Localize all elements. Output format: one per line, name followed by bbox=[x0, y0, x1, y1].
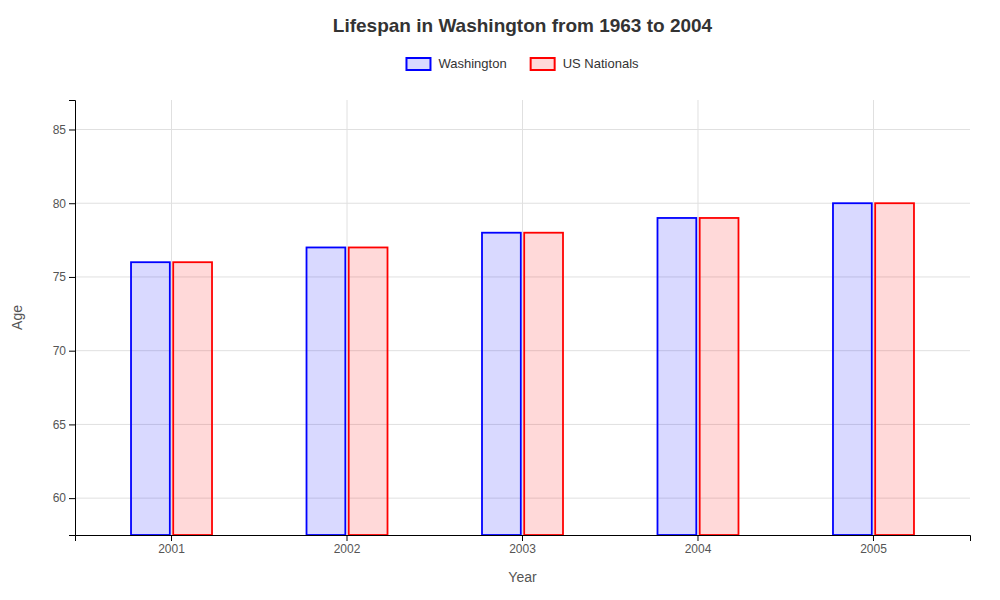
tick-mark bbox=[347, 535, 348, 541]
tick-label: 80 bbox=[53, 197, 67, 211]
legend-label: Washington bbox=[438, 56, 506, 71]
legend: Washington US Nationals bbox=[406, 56, 639, 71]
tick: 80 bbox=[53, 197, 75, 211]
legend-label: US Nationals bbox=[563, 56, 639, 71]
tick-mark bbox=[69, 351, 75, 352]
tick-label: 60 bbox=[53, 491, 67, 505]
grid-line bbox=[873, 100, 874, 535]
tick-mark bbox=[69, 129, 75, 130]
tick-label: 2005 bbox=[860, 542, 887, 556]
legend-item: Washington bbox=[406, 56, 506, 71]
bar bbox=[875, 203, 914, 535]
tick-label: 2002 bbox=[334, 542, 361, 556]
grid-line bbox=[347, 100, 348, 535]
chart-title: Lifespan in Washington from 1963 to 2004 bbox=[333, 15, 713, 36]
tick: 2005 bbox=[860, 535, 887, 556]
axis-line bbox=[76, 536, 971, 542]
bar bbox=[657, 218, 696, 535]
tick-mark bbox=[69, 277, 75, 278]
bar bbox=[524, 233, 563, 535]
series bbox=[173, 203, 914, 535]
grid-line bbox=[171, 100, 172, 535]
bar bbox=[833, 203, 872, 535]
series bbox=[131, 203, 872, 535]
bar bbox=[349, 247, 388, 535]
tick-label: 2001 bbox=[158, 542, 185, 556]
bar bbox=[131, 262, 170, 535]
legend-swatch bbox=[531, 58, 555, 70]
tick: 60 bbox=[53, 491, 75, 505]
tick: 70 bbox=[53, 344, 75, 358]
tick-mark bbox=[69, 498, 75, 499]
plot: 60 65 70 75 80 85 2001 2002 2003 2004 2005 bbox=[53, 100, 971, 556]
tick-mark bbox=[522, 535, 523, 541]
chart-container: 60 65 70 75 80 85 2001 2002 2003 2004 2005 Year Age L… bbox=[0, 0, 1000, 600]
tick-mark bbox=[697, 535, 698, 541]
y-axis: 60 65 70 75 80 85 bbox=[53, 101, 76, 536]
bar bbox=[700, 218, 739, 535]
tick-label: 65 bbox=[53, 418, 67, 432]
bar bbox=[307, 247, 346, 535]
y-axis-title: Age bbox=[9, 305, 25, 330]
tick: 2001 bbox=[158, 535, 185, 556]
tick-mark bbox=[873, 535, 874, 541]
bar bbox=[173, 262, 212, 535]
tick-label: 85 bbox=[53, 123, 67, 137]
tick: 2002 bbox=[334, 535, 361, 556]
x-axis-title: Year bbox=[508, 569, 537, 585]
axis-line bbox=[69, 101, 76, 536]
x-axis: 2001 2002 2003 2004 2005 bbox=[76, 535, 971, 556]
grid bbox=[75, 100, 970, 535]
tick-mark bbox=[69, 203, 75, 204]
tick: 85 bbox=[53, 123, 75, 137]
tick-label: 70 bbox=[53, 344, 67, 358]
tick-label: 75 bbox=[53, 270, 67, 284]
grid-line bbox=[522, 100, 523, 535]
bars bbox=[131, 203, 914, 535]
tick: 65 bbox=[53, 418, 75, 432]
grid-line bbox=[697, 100, 698, 535]
tick-label: 2003 bbox=[509, 542, 536, 556]
tick: 75 bbox=[53, 270, 75, 284]
tick: 2003 bbox=[509, 535, 536, 556]
legend-swatch bbox=[406, 58, 430, 70]
chart-svg: 60 65 70 75 80 85 2001 2002 2003 2004 2005 Year Age L… bbox=[0, 0, 1000, 600]
bar bbox=[482, 233, 521, 535]
tick: 2004 bbox=[685, 535, 712, 556]
tick-mark bbox=[69, 424, 75, 425]
tick-label: 2004 bbox=[685, 542, 712, 556]
tick-mark bbox=[171, 535, 172, 541]
legend-item: US Nationals bbox=[531, 56, 639, 71]
